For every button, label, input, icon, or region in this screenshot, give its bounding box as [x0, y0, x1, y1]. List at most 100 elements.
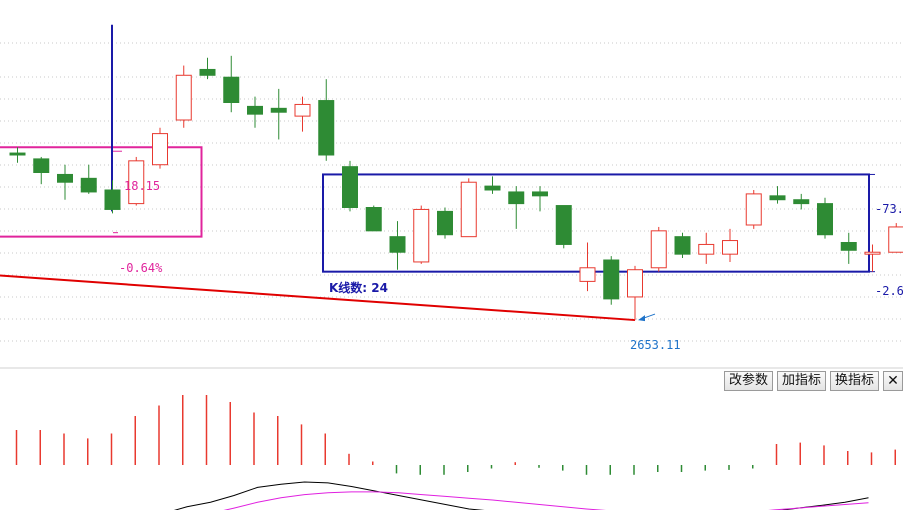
- candle: [342, 160, 358, 212]
- candle: [722, 228, 738, 262]
- candle: [33, 156, 50, 185]
- candle-body: [579, 267, 596, 282]
- candle: [769, 186, 786, 204]
- candle-body: [532, 191, 548, 197]
- candle: [840, 232, 857, 264]
- candle-body: [33, 158, 50, 173]
- close-icon[interactable]: ✕: [883, 371, 903, 391]
- right-range-box: [322, 173, 870, 273]
- candle: [627, 265, 643, 321]
- candle-body: [650, 230, 667, 269]
- dif-line: [173, 481, 869, 510]
- low-price-label: 2653.11: [630, 338, 681, 352]
- change-params-button[interactable]: 改参数: [723, 371, 773, 391]
- candle: [888, 223, 903, 253]
- candle-body: [413, 208, 430, 263]
- candle-body: [674, 236, 691, 255]
- switch-indicator-button[interactable]: 换指标: [829, 371, 879, 391]
- candle: [57, 164, 73, 200]
- candle-body: [508, 191, 525, 205]
- candle: [318, 79, 335, 161]
- candle-body: [9, 152, 26, 156]
- candle-body: [769, 195, 786, 201]
- candle-body: [104, 189, 121, 210]
- candle: [104, 180, 121, 214]
- macd-panel: [15, 395, 896, 510]
- candle-body: [437, 210, 453, 236]
- candle: [555, 205, 572, 249]
- candle-body: [318, 100, 335, 156]
- grid-lines: [0, 42, 903, 369]
- candle: [223, 55, 240, 113]
- candle-body: [128, 160, 145, 205]
- support-trend-line: [0, 274, 636, 322]
- candle: [80, 164, 97, 194]
- add-indicator-button[interactable]: 加指标: [776, 371, 826, 391]
- candle: [532, 186, 548, 212]
- candle-body: [698, 243, 715, 255]
- candle: [175, 65, 192, 128]
- candle-body: [484, 185, 501, 191]
- indicator-toolbar: 改参数 加指标 换指标 ✕: [723, 371, 903, 393]
- candle: [294, 96, 311, 132]
- right-box-top-label: -73.: [875, 202, 903, 216]
- candle-body: [817, 203, 833, 236]
- candle: [793, 193, 810, 210]
- candle-body: [152, 133, 168, 166]
- candle-body: [840, 242, 857, 251]
- candle-body: [722, 240, 738, 255]
- candle-body: [365, 207, 382, 232]
- left-box-bottom-label: -0.64%: [119, 261, 163, 275]
- candle: [650, 226, 667, 272]
- candle: [9, 147, 26, 163]
- candle: [199, 57, 216, 80]
- candle: [508, 186, 525, 229]
- candle: [674, 232, 691, 259]
- candle: [579, 242, 596, 292]
- left-box-top-label: 18.15: [124, 179, 160, 193]
- candle: [864, 244, 881, 272]
- candle-body: [57, 173, 73, 183]
- candle-body: [199, 68, 216, 76]
- candle: [745, 190, 762, 229]
- candle: [460, 178, 477, 238]
- candle: [247, 96, 263, 128]
- candle-body: [80, 177, 97, 193]
- candle: [270, 88, 287, 140]
- candle: [817, 197, 833, 239]
- candle: [698, 232, 715, 264]
- candle-body: [793, 199, 810, 205]
- candle: [603, 256, 620, 305]
- candle-body: [627, 269, 643, 298]
- candle-body: [270, 107, 287, 113]
- candle-body: [603, 259, 620, 300]
- candle-body: [888, 226, 903, 253]
- right-box-bottom-label: -2.6: [875, 284, 903, 298]
- candle-body: [223, 76, 240, 103]
- candle-body: [460, 181, 477, 238]
- candle: [365, 205, 382, 232]
- candle: [389, 221, 406, 270]
- candle: [413, 205, 430, 264]
- candle-body: [342, 166, 358, 209]
- candle: [128, 156, 145, 206]
- annotation-labels: 18.15 -0.64% K线数: 24 -73. -2.6 2653.11: [119, 179, 903, 352]
- dea-line: [223, 491, 869, 510]
- candle: [152, 127, 168, 169]
- trend-line: [0, 274, 636, 322]
- candle: [484, 176, 501, 194]
- candle: [437, 207, 453, 239]
- left-range-box: [0, 146, 203, 238]
- candle-body: [555, 205, 572, 245]
- kline-count-label: K线数: 24: [329, 280, 388, 295]
- low-arrowhead: [638, 315, 645, 322]
- candle-body: [247, 105, 263, 115]
- candle-body: [389, 236, 406, 253]
- candle-body: [294, 103, 311, 117]
- candle-body: [175, 74, 192, 121]
- candle-body: [864, 251, 881, 255]
- candle-body: [745, 193, 762, 226]
- candles: [9, 55, 903, 322]
- range-boxes: [0, 24, 875, 273]
